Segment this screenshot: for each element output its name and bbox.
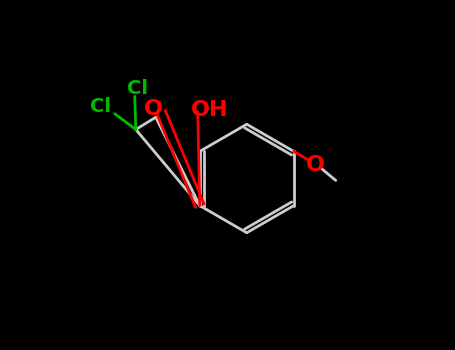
Text: O: O: [306, 155, 325, 175]
Text: O: O: [144, 99, 163, 119]
Text: Cl: Cl: [126, 79, 148, 98]
Text: Cl: Cl: [90, 97, 111, 116]
Text: OH: OH: [191, 100, 228, 120]
